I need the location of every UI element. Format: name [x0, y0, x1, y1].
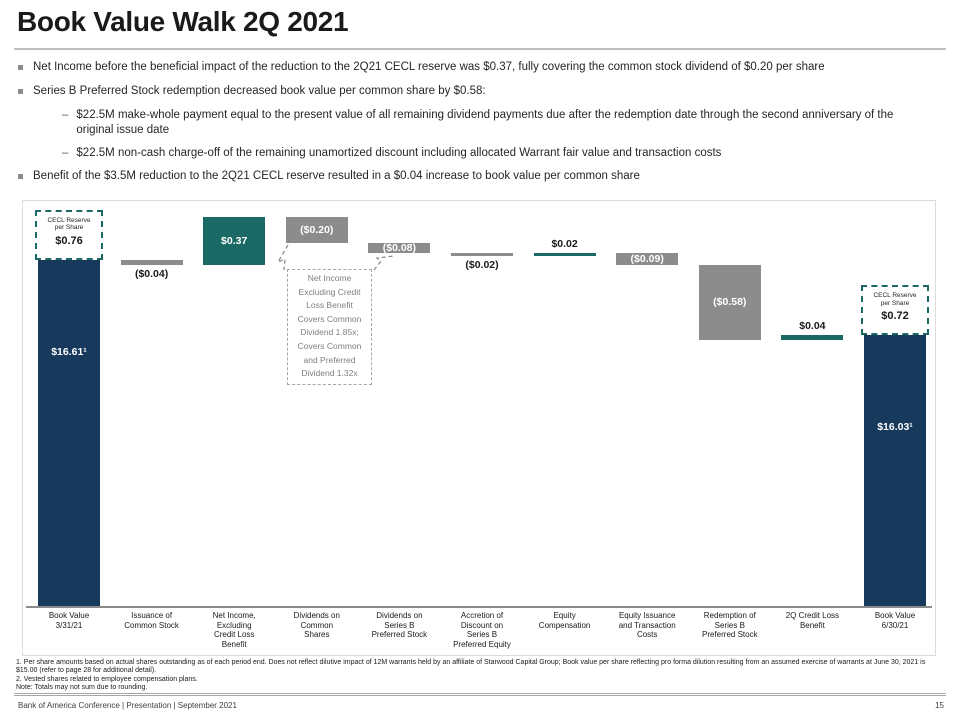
footnote-line: 1. Per share amounts based on actual sha…: [16, 659, 926, 675]
dash-bullet-icon: –: [62, 109, 69, 121]
bar-value-label: $0.37: [221, 234, 248, 247]
square-bullet-icon: [18, 174, 23, 179]
bullet-text: Benefit of the $3.5M reduction to the 2Q…: [33, 170, 640, 182]
page-title: Book Value Walk 2Q 2021: [17, 6, 349, 37]
x-axis-label: Dividends on Common Shares: [293, 611, 340, 639]
bullet-text: Net Income before the beneficial impact …: [33, 61, 825, 73]
dash-bullet-icon: –: [62, 147, 69, 159]
footnote-line: 2. Vested shares related to employee com…: [16, 675, 198, 683]
waterfall-bar: [120, 259, 183, 266]
x-axis-label: Accretion of Discount on Series B Prefer…: [453, 611, 511, 649]
x-axis-label: Book Value 6/30/21: [874, 611, 916, 630]
x-axis-label: 2Q Credit Loss Benefit: [785, 611, 840, 630]
bar-value-label: $0.02: [551, 238, 578, 251]
waterfall-bar: [451, 253, 513, 257]
footnotes: 1. Per share amounts based on actual sha…: [16, 659, 946, 693]
footer: Bank of America Conference | Presentatio…: [18, 701, 944, 710]
sub-bullet-text: $22.5M make-whole payment equal to the p…: [76, 109, 894, 136]
waterfall-bar: [864, 335, 926, 606]
waterfall-chart: Net Income Excluding Credit Loss Benefit…: [22, 200, 936, 656]
bar-value-label: $0.04: [799, 320, 826, 333]
bar-value-label: ($0.02): [465, 259, 499, 271]
sub-bullet-item: – $22.5M make-whole payment equal to the…: [62, 108, 944, 138]
square-bullet-icon: [18, 65, 23, 70]
waterfall-bar: [616, 253, 679, 266]
bullet-item: Benefit of the $3.5M reduction to the 2Q…: [18, 169, 944, 184]
waterfall-bar: [38, 259, 100, 606]
x-axis-label: Equity Compensation: [538, 611, 591, 630]
footer-text: Bank of America Conference | Presentatio…: [18, 701, 237, 710]
x-axis-label: Net Income, Excluding Credit Loss Benefi…: [212, 611, 256, 649]
cecl-reserve-box: CECL Reserve per Share $0.72: [861, 285, 929, 336]
bullet-list: Net Income before the beneficial impact …: [18, 60, 944, 193]
cecl-box-value: $0.76: [55, 234, 83, 247]
annotation-note: Net Income Excluding Credit Loss Benefit…: [287, 269, 372, 385]
cecl-reserve-box: CECL Reserve per Share $0.76: [35, 209, 103, 260]
waterfall-bar: [203, 217, 266, 266]
waterfall-bar: [781, 335, 844, 341]
footer-divider: [14, 693, 946, 696]
x-axis-label: Book Value 3/31/21: [48, 611, 90, 630]
waterfall-bar: [285, 217, 348, 243]
cecl-box-value: $0.72: [881, 310, 909, 323]
bar-value-label: $16.03¹: [877, 421, 913, 434]
x-axis-label: Redemption of Series B Preferred Stock: [702, 611, 758, 639]
x-axis-line: [26, 606, 932, 608]
bar-value-label: ($0.20): [300, 223, 334, 236]
bullet-text: Series B Preferred Stock redemption decr…: [33, 85, 486, 97]
cecl-box-title: CECL Reserve per Share: [873, 292, 917, 307]
square-bullet-icon: [18, 89, 23, 94]
bar-value-label: ($0.08): [382, 241, 417, 254]
cecl-box-title: CECL Reserve per Share: [47, 216, 91, 232]
page-number: 15: [935, 701, 944, 710]
x-axis-label: Dividends on Series B Preferred Stock: [371, 611, 428, 639]
bar-value-label: ($0.09): [630, 252, 664, 265]
sub-bullet-text: $22.5M non-cash charge-off of the remain…: [76, 147, 722, 159]
bar-value-label: ($0.04): [134, 268, 169, 281]
waterfall-bar: [533, 253, 596, 257]
bullet-item: Net Income before the beneficial impact …: [18, 60, 944, 75]
bar-value-label: ($0.58): [713, 296, 747, 309]
sub-bullet-item: – $22.5M non-cash charge-off of the rema…: [62, 146, 944, 161]
waterfall-bar: [698, 265, 761, 341]
x-axis-label: Equity Issuance and Transaction Costs: [618, 611, 676, 639]
title-divider: [14, 48, 946, 50]
waterfall-bar: [368, 243, 431, 254]
bullet-item: Series B Preferred Stock redemption decr…: [18, 84, 944, 99]
bar-value-label: $16.61¹: [51, 345, 87, 358]
x-axis-label: Issuance of Common Stock: [124, 611, 179, 630]
footnote-line: Note: Totals may not sum due to rounding…: [16, 684, 148, 692]
